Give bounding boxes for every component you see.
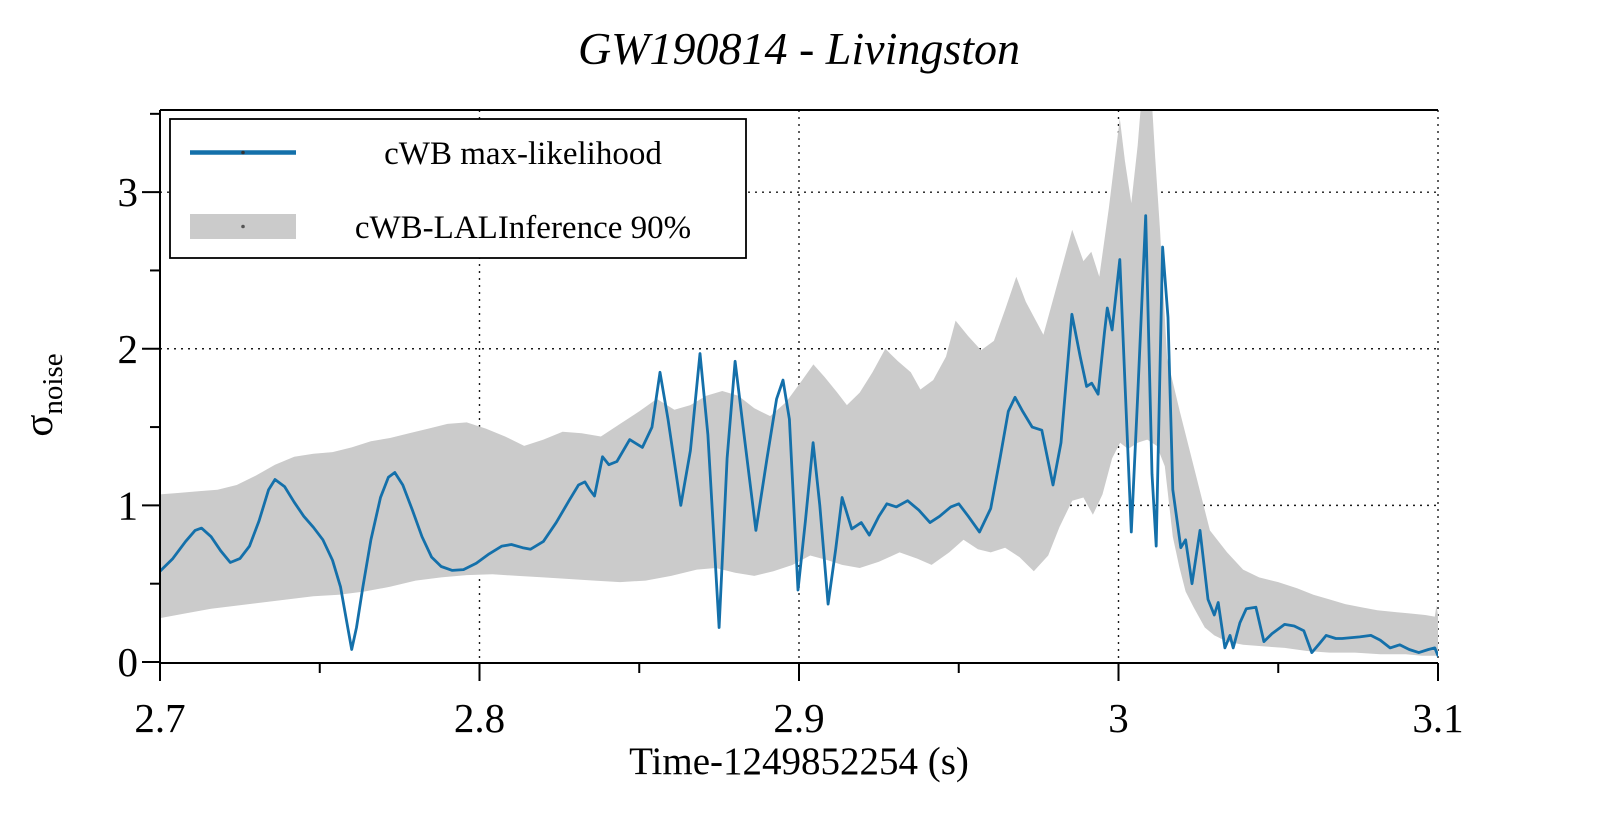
legend-label-line: cWB max-likelihood — [384, 136, 662, 172]
x-tick-labels: 2.7 2.8 2.9 3 3.1 — [134, 695, 1463, 741]
y-axis-label-sigma: σ — [15, 415, 61, 437]
y-tick-label: 3 — [118, 169, 139, 215]
x-tick-label: 3 — [1108, 695, 1129, 741]
max-likelihood-line — [160, 214, 1438, 658]
x-axis-label: Time-1249852254 (s) — [629, 740, 969, 783]
y-tick-labels: 0 1 2 3 — [118, 169, 139, 685]
legend-line-marker-dot — [241, 150, 245, 155]
tick-marks — [142, 112, 1439, 681]
x-tick-label: 2.9 — [773, 695, 824, 741]
legend: cWB max-likelihood cWB-LALInference 90% — [169, 118, 747, 259]
y-axis-label-subscript: noise — [37, 353, 69, 414]
legend-label-band: cWB-LALInference 90% — [355, 210, 691, 246]
y-tick-label: 0 — [118, 639, 139, 685]
y-axis-label: σnoise — [15, 353, 69, 436]
x-tick-label: 3.1 — [1412, 695, 1463, 741]
x-tick-label: 2.7 — [134, 695, 185, 741]
band-area — [160, 110, 1438, 656]
y-tick-label: 2 — [118, 326, 139, 372]
max-likelihood-curve — [160, 214, 1438, 658]
x-tick-label: 2.8 — [454, 695, 505, 741]
legend-band-marker-dot — [241, 224, 245, 229]
confidence-band — [160, 110, 1438, 656]
chart-title: GW190814 - Livingston — [578, 23, 1020, 74]
y-tick-label: 1 — [118, 482, 139, 528]
